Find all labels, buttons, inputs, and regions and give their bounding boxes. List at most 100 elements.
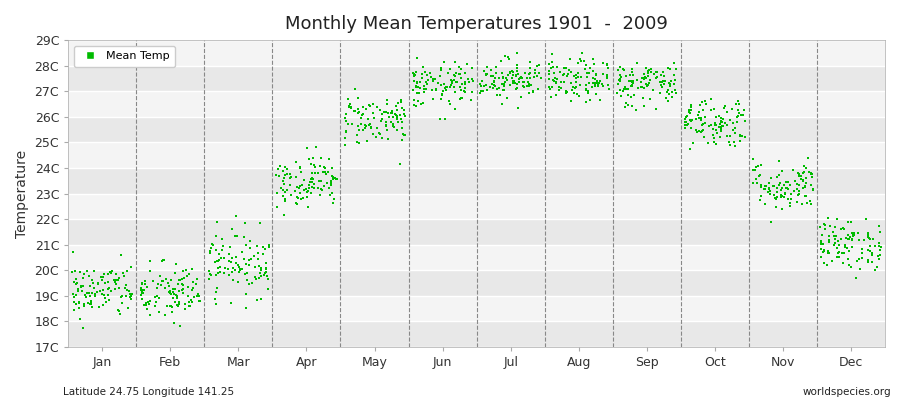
Point [716,116,730,122]
Point [101,278,115,285]
Point [662,81,677,88]
Point [613,76,627,82]
Point [449,79,464,86]
Point [489,69,503,76]
Point [814,246,829,252]
Point [137,302,151,308]
Point [714,124,728,130]
Point [183,303,197,309]
Point [438,85,453,92]
Point [616,66,630,73]
Point [218,265,232,271]
Point [477,68,491,74]
Point [625,78,639,84]
Point [420,81,435,87]
Point [212,256,226,263]
Point [523,75,537,81]
Point [122,291,137,298]
Point [182,270,196,277]
Point [519,83,534,90]
Point [629,106,643,113]
Point [427,78,441,84]
Point [411,84,426,90]
Point [434,67,448,74]
Point [851,255,866,262]
Point [76,283,90,289]
Point [681,109,696,115]
Point [577,58,591,64]
Point [375,135,390,141]
Point [153,273,167,280]
Point [80,268,94,274]
Bar [68,142,885,168]
Point [424,74,438,80]
Point [156,278,170,284]
Point [767,182,781,189]
Point [777,194,791,200]
Point [358,121,373,128]
Point [724,142,738,148]
Point [443,101,457,108]
Point [580,89,595,95]
Point [726,120,741,126]
Point [444,82,458,88]
Point [624,83,638,89]
Point [749,164,763,170]
Point [644,66,658,72]
Point [317,182,331,189]
Point [247,253,261,259]
Point [625,68,639,75]
Point [825,258,840,264]
Point [818,226,832,233]
Point [428,76,442,82]
Point [301,188,315,194]
Point [561,70,575,77]
Point [221,258,236,264]
Point [750,180,764,187]
Point [242,281,256,288]
Point [571,74,585,80]
Point [428,87,443,94]
Point [256,272,271,278]
Point [569,84,583,90]
Point [351,106,365,112]
Point [291,195,305,201]
Point [822,233,836,239]
Point [112,284,126,291]
Point [832,254,846,260]
Point [222,244,237,250]
Point [778,191,792,197]
Point [193,292,207,299]
Point [625,79,639,85]
Point [641,82,655,88]
Point [76,302,91,309]
Point [320,180,335,186]
Point [514,94,528,100]
Point [204,272,219,279]
Point [356,104,371,111]
Point [474,82,489,89]
Point [571,70,585,76]
Point [667,80,681,87]
Point [143,312,157,318]
Point [290,201,304,208]
Point [379,109,393,116]
Point [355,112,369,118]
Point [487,78,501,84]
Point [820,262,834,268]
Point [293,165,308,171]
Point [801,155,815,161]
Point [140,284,154,290]
Point [841,219,855,226]
Point [518,70,532,76]
Point [222,272,237,278]
Point [861,235,876,241]
Point [731,113,745,120]
Point [76,274,90,281]
Point [792,188,806,194]
Point [621,92,635,98]
Point [351,123,365,129]
Point [94,274,108,281]
Point [73,268,87,275]
Point [589,72,603,78]
